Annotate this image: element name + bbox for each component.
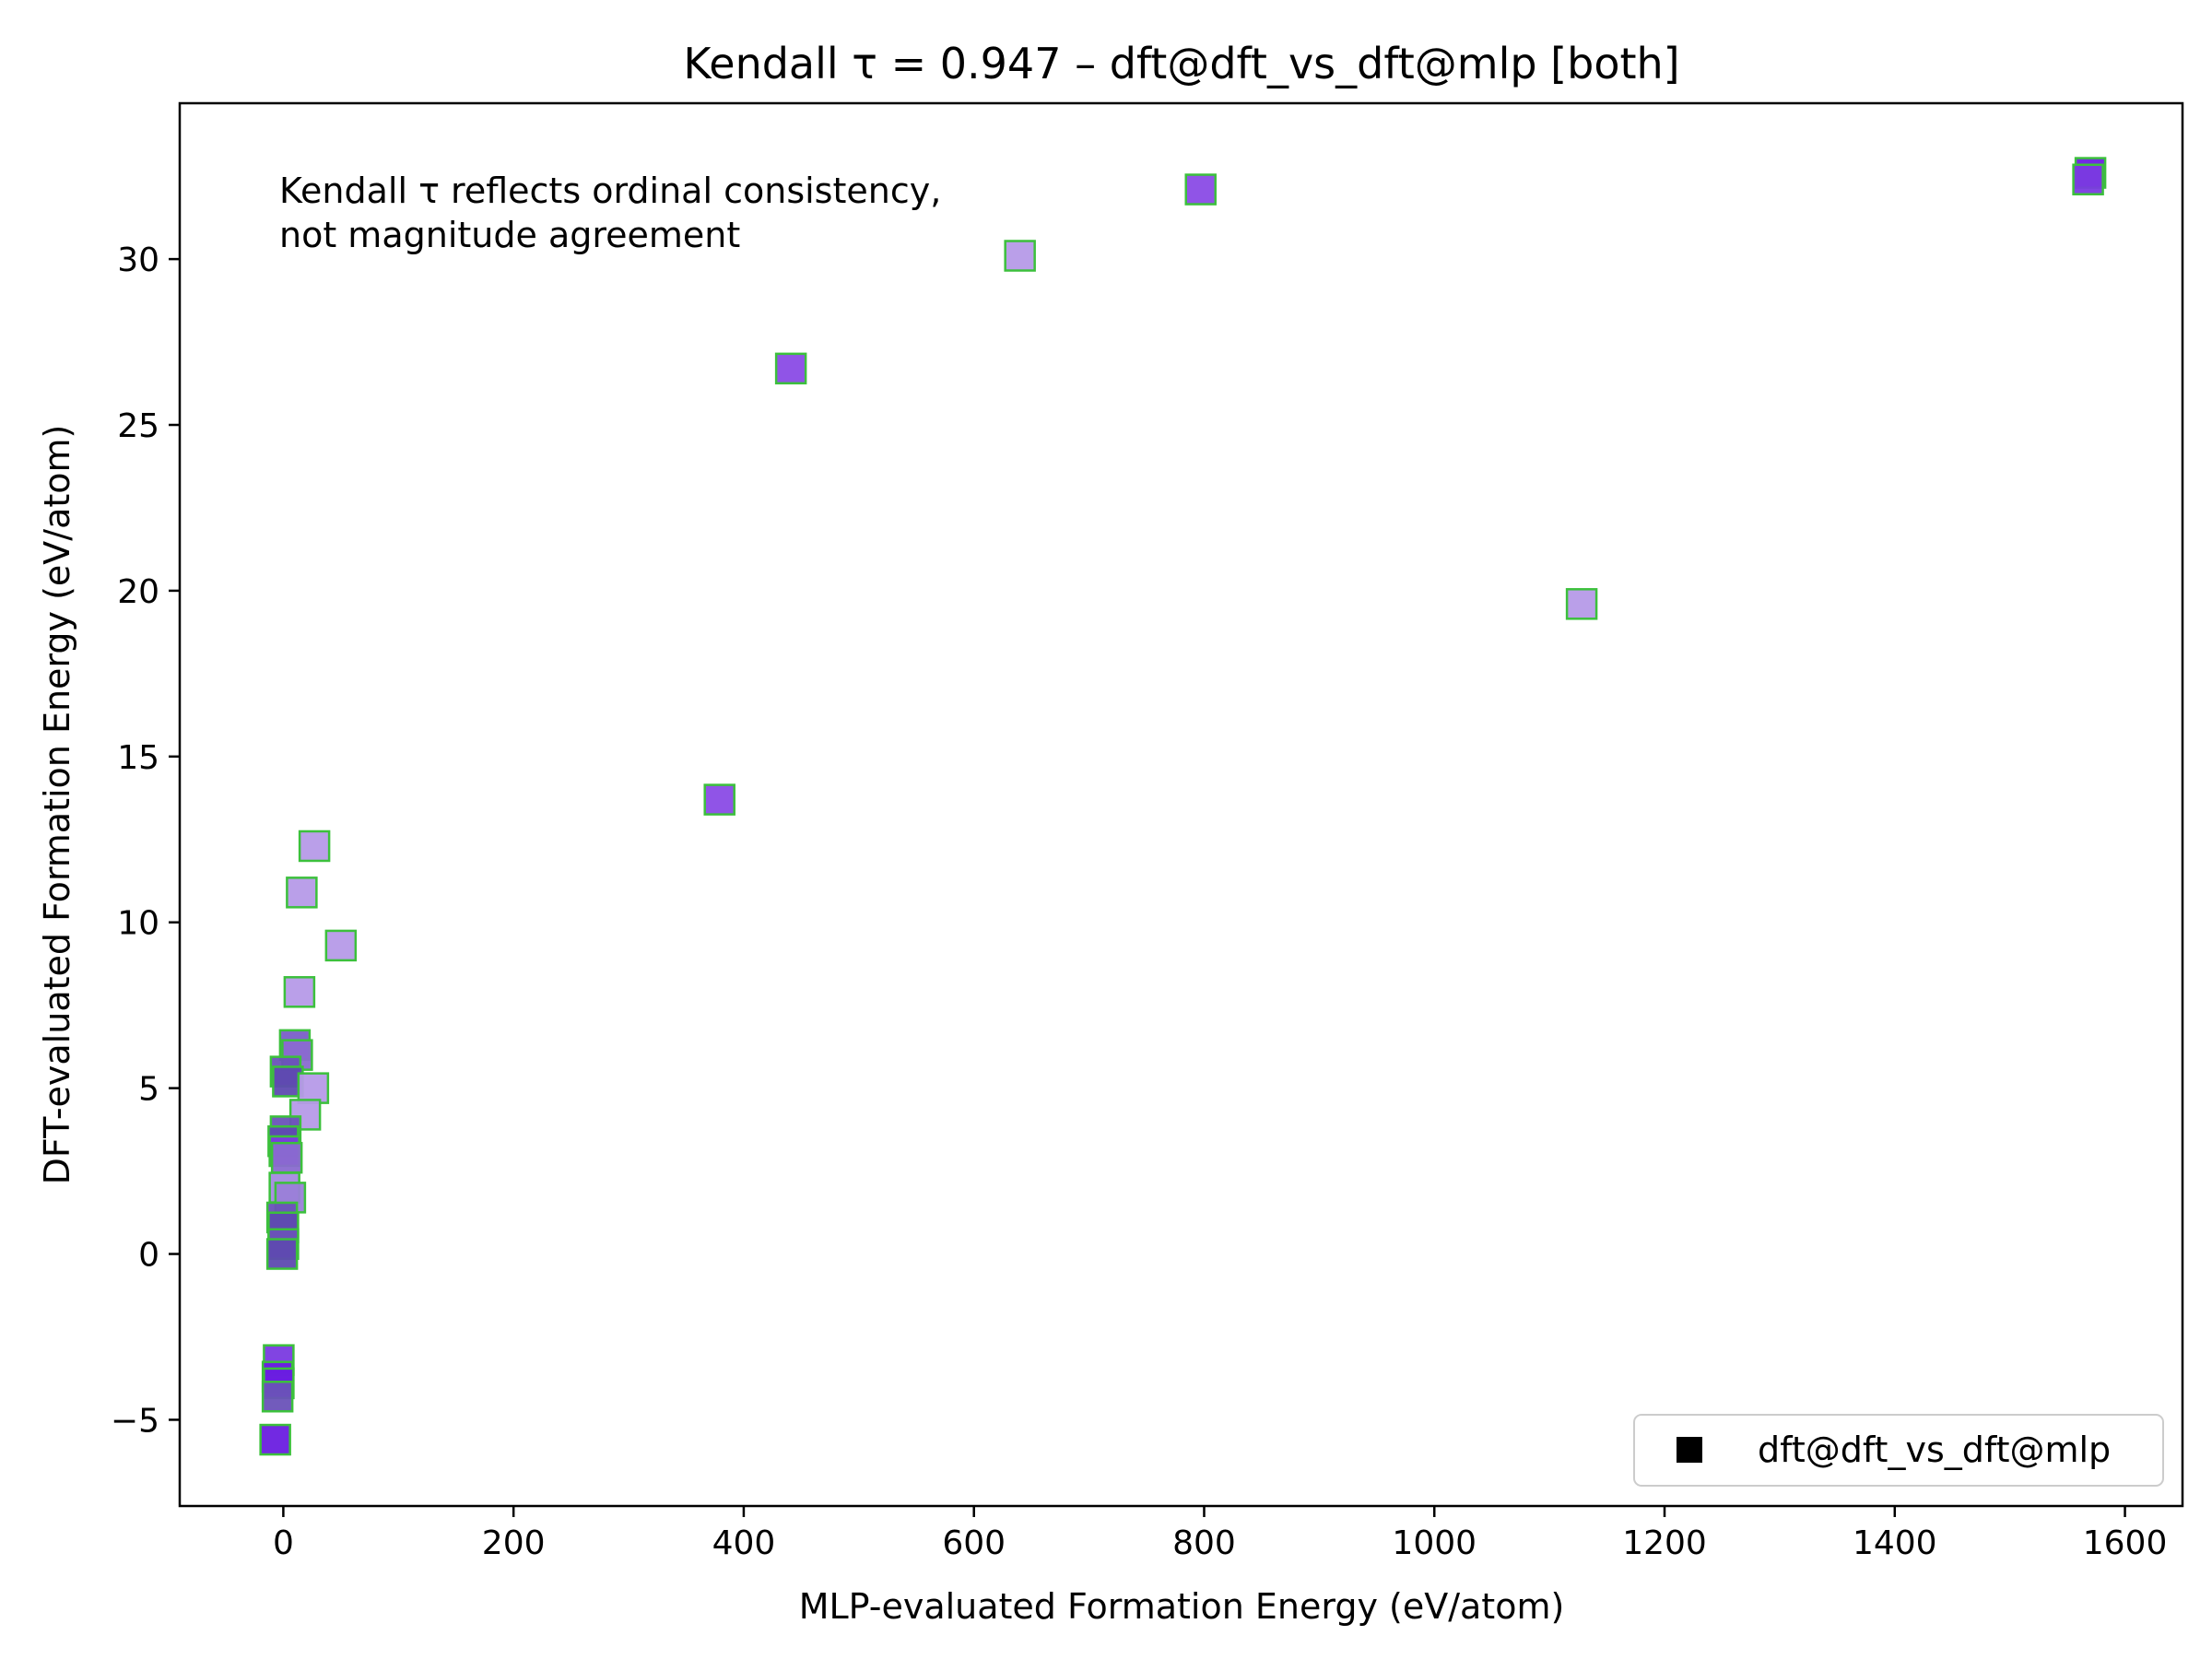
data-point [298, 830, 331, 863]
data-point [1184, 173, 1217, 206]
data-point [324, 929, 358, 962]
x-tick-label: 1200 [1622, 1524, 1707, 1562]
y-axis-label: DFT-evaluated Formation Energy (eV/atom) [37, 425, 77, 1185]
data-point [286, 877, 318, 909]
data-point [703, 783, 735, 816]
x-axis-ticks: 0 200 400 600 800 1000 1200 1400 1600 [273, 1506, 2167, 1562]
y-tick-label: 5 [138, 1071, 159, 1109]
legend-marker [1677, 1437, 1702, 1463]
x-tick-label: 800 [1172, 1524, 1236, 1562]
data-points [259, 157, 2107, 1456]
x-tick-label: 600 [942, 1524, 1006, 1562]
chart-title: Kendall τ = 0.947 – dft@dft_vs_dft@mlp [… [683, 39, 1679, 88]
x-axis-label: MLP-evaluated Formation Energy (eV/atom) [799, 1586, 1565, 1627]
y-axis-ticks: −5 0 5 10 15 20 25 30 [111, 241, 180, 1440]
y-tick-label: 15 [117, 739, 159, 777]
x-tick-label: 200 [482, 1524, 546, 1562]
x-tick-label: 1000 [1392, 1524, 1477, 1562]
y-tick-label: 25 [117, 407, 159, 445]
y-tick-label: 10 [117, 905, 159, 943]
legend: dft@dft_vs_dft@mlp [1633, 1414, 2164, 1487]
x-tick-label: 1400 [1853, 1524, 1937, 1562]
plot-area-frame [178, 101, 2184, 1508]
data-point [1004, 240, 1036, 272]
data-point [297, 1072, 330, 1104]
data-point [261, 1381, 294, 1413]
x-tick-label: 1600 [2083, 1524, 2168, 1562]
data-point [774, 352, 807, 385]
y-tick-label: 0 [138, 1237, 159, 1275]
annotation-line-2: not magnitude agreement [279, 215, 740, 255]
y-tick-label: 30 [117, 241, 159, 279]
x-tick-label: 400 [712, 1524, 776, 1562]
y-tick-label: 20 [117, 573, 159, 611]
data-point [2072, 163, 2104, 196]
data-point [283, 976, 316, 1008]
x-tick-label: 0 [273, 1524, 294, 1562]
legend-label: dft@dft_vs_dft@mlp [1758, 1430, 2111, 1470]
data-point [270, 1141, 303, 1174]
annotation-line-1: Kendall τ reflects ordinal consistency, [279, 171, 941, 211]
y-tick-label: −5 [111, 1402, 159, 1440]
legend-box [1633, 1414, 2164, 1487]
data-point [259, 1423, 291, 1456]
data-point [265, 1238, 299, 1270]
data-point [1565, 588, 1598, 620]
